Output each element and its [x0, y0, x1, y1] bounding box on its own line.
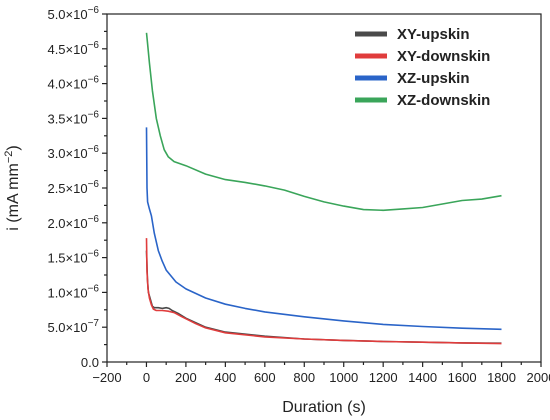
- x-tick-label: 1200: [369, 370, 398, 385]
- x-tick-label: 1600: [448, 370, 477, 385]
- x-tick-label: 600: [254, 370, 276, 385]
- series-line-xz-upskin: [145, 127, 502, 331]
- y-axis-title-close: ): [5, 145, 22, 150]
- x-tick-label: 1000: [329, 370, 358, 385]
- y-tick-label: 4.5×10−6: [47, 40, 99, 57]
- legend-label-xy-downskin: XY-downskin: [397, 48, 490, 65]
- y-axis-title: i (mA mm−2): [3, 145, 22, 230]
- series-line-xy-downskin: [145, 238, 502, 345]
- series-line-xz-downskin: [145, 32, 502, 212]
- y-tick-label: 1.0×10−6: [47, 283, 99, 300]
- x-axis-ticks: −200 0 200 400 600 800 1000 1200 1400 1600 1800 200…: [92, 362, 550, 385]
- legend-label-xz-upskin: XZ-upskin: [397, 70, 470, 87]
- y-tick-label: 2.5×10−6: [47, 179, 99, 196]
- y-tick-label: 4.0×10−6: [47, 75, 99, 92]
- y-axis-ticks: 0.0 5.0×10−7 1.0×10−6 1.5×10−6 2.0×10−6 2.5×1…: [47, 5, 107, 370]
- y-tick-label: 2.0×10−6: [47, 214, 99, 231]
- y-tick-label: 3.5×10−6: [47, 109, 99, 126]
- y-tick-label: 1.5×10−6: [47, 249, 99, 266]
- y-axis-title-text: i (mA mm: [5, 163, 22, 231]
- series-line-xy-upskin: [145, 250, 502, 344]
- x-tick-label: 400: [215, 370, 237, 385]
- y-tick-label: 0.0: [81, 355, 99, 370]
- x-tick-label: −200: [92, 370, 121, 385]
- x-tick-label: 1400: [408, 370, 437, 385]
- x-tick-label: 800: [293, 370, 315, 385]
- series-lines: [145, 32, 502, 345]
- x-tick-label: 0: [143, 370, 150, 385]
- x-tick-label: 200: [175, 370, 197, 385]
- x-tick-label: 1800: [487, 370, 516, 385]
- y-axis-title-superscript: −2: [3, 151, 15, 164]
- y-tick-label: 3.0×10−6: [47, 144, 99, 161]
- legend-label-xy-upskin: XY-upskin: [397, 26, 470, 43]
- y-tick-label: 5.0×10−7: [47, 318, 99, 335]
- x-axis-title: Duration (s): [282, 399, 366, 416]
- y-tick-label: 5.0×10−6: [47, 5, 99, 22]
- legend-label-xz-downskin: XZ-downskin: [397, 92, 490, 109]
- legend: XY-upskin XY-downskin XZ-upskin XZ-downskin: [355, 26, 490, 109]
